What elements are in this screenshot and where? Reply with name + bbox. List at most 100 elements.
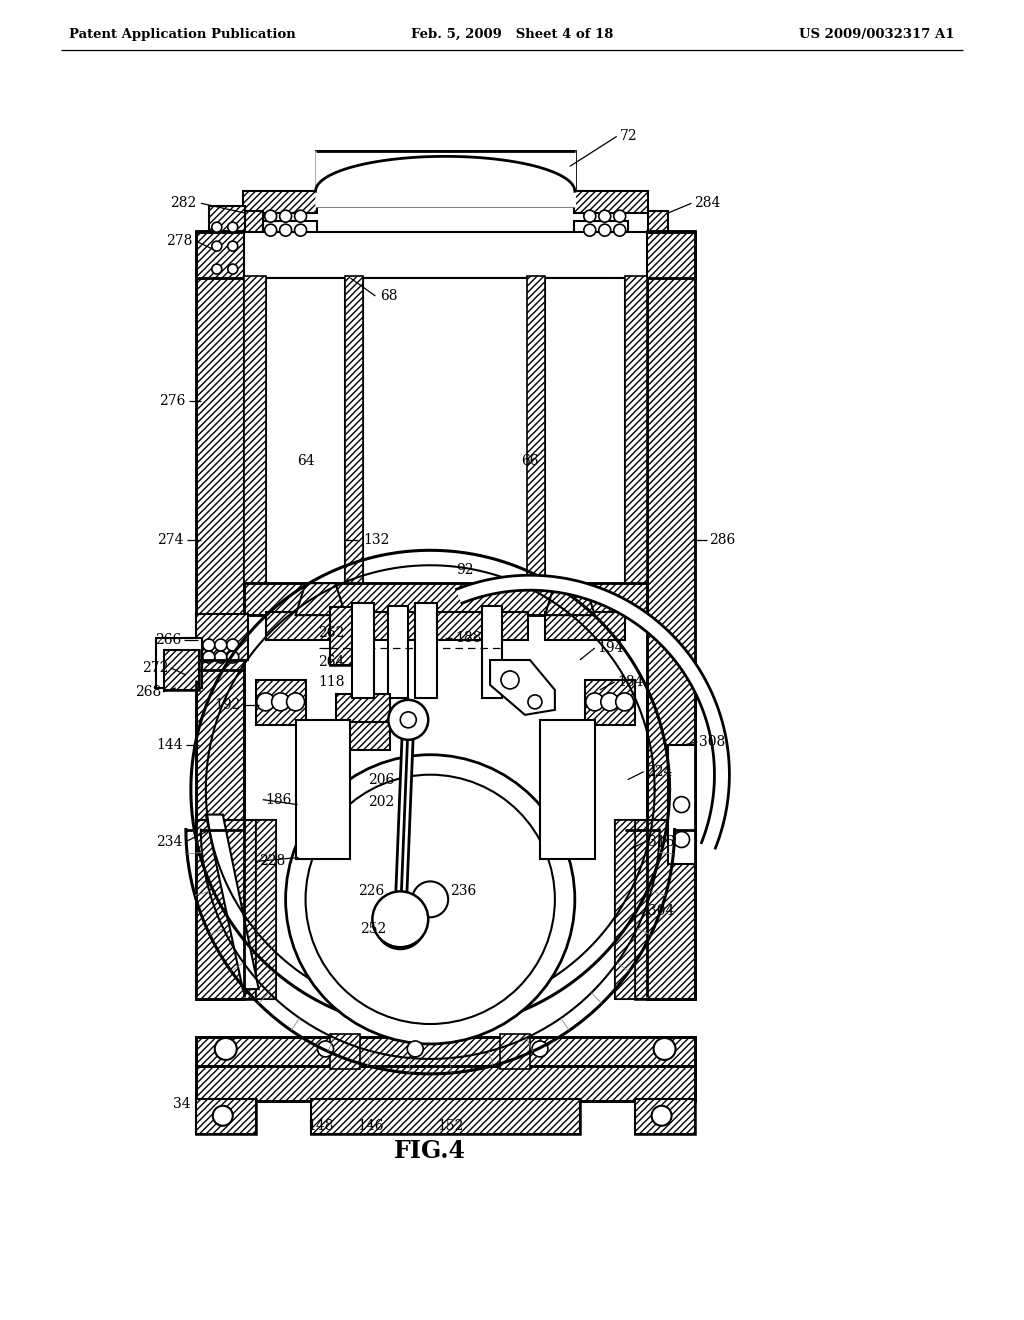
Circle shape [599,224,610,236]
Circle shape [674,832,689,847]
Bar [366,909,495,964]
Text: 264: 264 [318,655,345,669]
Bar [540,842,595,859]
Circle shape [613,224,626,236]
Text: 308: 308 [699,735,726,748]
Circle shape [215,1038,237,1060]
Circle shape [615,693,634,711]
Bar [331,607,362,665]
Bar [545,279,625,585]
Circle shape [212,264,222,275]
Bar [244,583,646,615]
Bar [573,222,628,235]
Bar [196,1098,256,1134]
Circle shape [271,693,290,711]
Bar [256,680,305,725]
Bar [416,603,437,698]
Bar [331,1034,360,1069]
Text: 252: 252 [360,923,387,936]
Bar [196,1098,256,1134]
Bar [244,276,265,585]
Bar [388,606,409,698]
Text: 228: 228 [259,854,285,869]
Circle shape [373,891,428,948]
Polygon shape [457,576,729,849]
Polygon shape [206,814,259,989]
Bar [196,232,694,279]
Circle shape [376,899,425,949]
Text: 202: 202 [369,795,394,809]
Text: 194: 194 [598,642,625,655]
Bar [500,1034,530,1069]
Bar [635,1098,694,1134]
Text: 284: 284 [694,197,721,210]
Circle shape [388,700,428,739]
Bar [366,909,495,964]
Circle shape [203,639,215,651]
Circle shape [226,651,239,663]
Bar [296,719,350,859]
Text: 236: 236 [451,884,476,899]
Circle shape [295,210,306,222]
Bar [243,211,263,235]
Bar [337,722,390,750]
Bar [646,231,694,999]
Circle shape [390,915,411,935]
Circle shape [280,210,292,222]
Text: 132: 132 [364,533,390,548]
Circle shape [280,224,292,236]
Bar [256,820,275,999]
Text: 226: 226 [358,884,385,899]
Text: 152: 152 [437,1119,463,1133]
Bar [646,231,694,999]
Polygon shape [281,279,340,321]
Circle shape [317,1041,334,1057]
Circle shape [400,711,417,727]
Bar [416,895,445,904]
Bar [196,820,256,999]
Circle shape [528,694,542,709]
Text: Feb. 5, 2009   Sheet 4 of 18: Feb. 5, 2009 Sheet 4 of 18 [411,28,613,41]
Bar [635,820,694,999]
Bar [574,315,605,351]
Circle shape [286,755,574,1044]
Circle shape [586,693,604,711]
Circle shape [215,651,226,663]
Polygon shape [490,660,555,715]
Circle shape [584,210,596,222]
Text: Patent Application Publication: Patent Application Publication [70,28,296,41]
Circle shape [501,671,519,689]
Bar [164,649,199,690]
Bar [310,1098,580,1134]
Text: 286: 286 [710,533,735,548]
Bar [352,603,375,698]
Text: 118: 118 [318,675,345,689]
Bar [265,279,345,585]
Text: 276: 276 [160,393,186,408]
Bar [545,612,625,640]
Circle shape [264,224,276,236]
Bar [244,236,265,585]
Text: 66: 66 [521,454,539,467]
Circle shape [227,242,238,251]
Text: 72: 72 [620,129,637,144]
Bar [196,232,694,279]
Text: 262: 262 [318,626,345,640]
Bar [196,1038,694,1069]
Bar [164,649,199,690]
Bar [209,256,228,279]
Text: 148: 148 [307,1119,334,1133]
Text: 64: 64 [297,454,314,467]
Bar [380,960,480,997]
Text: 146: 146 [357,1119,384,1133]
Circle shape [613,210,626,222]
Bar [265,612,345,640]
Bar [668,744,695,865]
Bar [196,1065,694,1101]
Bar [244,583,646,615]
Bar [296,832,350,842]
Text: 186: 186 [265,792,292,807]
Bar [573,191,647,214]
Circle shape [295,224,306,236]
Bar [364,612,528,640]
